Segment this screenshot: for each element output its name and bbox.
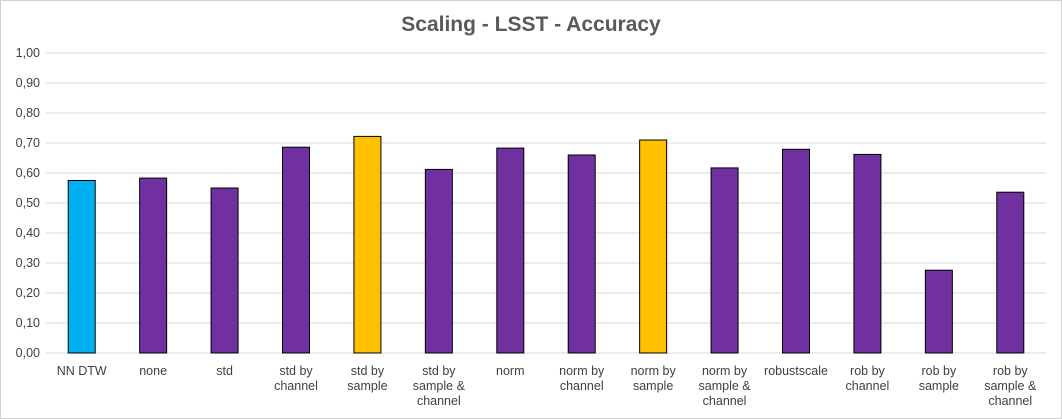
- x-category-label-line: channel: [988, 394, 1032, 408]
- x-category-label-line: NN DTW: [57, 364, 107, 378]
- x-category-label-line: sample: [919, 379, 959, 393]
- gridlines: [46, 52, 1046, 354]
- x-category-label: NN DTW: [57, 364, 107, 378]
- x-category-label-line: norm by: [631, 364, 677, 378]
- x-category-label-line: none: [139, 364, 167, 378]
- x-category-label-line: sample &: [984, 379, 1037, 393]
- x-category-label-line: norm by: [559, 364, 605, 378]
- x-category-label: robustscale: [764, 364, 828, 378]
- x-category-label: rob by channel: [846, 364, 890, 393]
- x-category-label-line: std by: [422, 364, 456, 378]
- bar: [424, 168, 453, 354]
- bar: [782, 148, 810, 354]
- x-category-label-line: rob by: [921, 364, 956, 378]
- x-category-label: norm by sample: [631, 364, 677, 393]
- y-tick-label: 0,40: [16, 226, 40, 240]
- y-tick-label: 1,00: [16, 46, 40, 60]
- x-category-label-line: channel: [274, 379, 318, 393]
- bar: [996, 191, 1025, 354]
- x-category-label-line: sample: [633, 379, 673, 393]
- x-category-label-line: sample: [347, 379, 387, 393]
- y-tick-label: 0,30: [16, 256, 40, 270]
- x-category-label: rob by sample: [919, 364, 959, 393]
- y-axis-tick-labels: 0,00 0,10 0,20 0,30 0,40 0,50 0,60 0,70 0,80 0,90…: [16, 46, 40, 360]
- x-category-label: std by sample & channel: [413, 364, 466, 408]
- y-tick-label: 0,00: [16, 346, 40, 360]
- x-category-label-line: sample &: [413, 379, 466, 393]
- chart-title: Scaling - LSST - Accuracy: [401, 13, 661, 36]
- y-tick-label: 0,20: [16, 286, 40, 300]
- y-tick-label: 0,10: [16, 316, 40, 330]
- bar: [924, 269, 953, 354]
- bar: [639, 139, 668, 354]
- x-category-label-line: std by: [351, 364, 385, 378]
- bar: [710, 167, 739, 354]
- x-category-label: std by channel: [274, 364, 318, 393]
- bar: [353, 135, 382, 354]
- x-category-label: norm: [496, 364, 524, 378]
- x-category-label: none: [139, 364, 167, 378]
- x-category-label: std: [216, 364, 233, 378]
- y-tick-label: 0,50: [16, 196, 40, 210]
- x-category-label-line: std by: [279, 364, 313, 378]
- x-category-label: rob by sample & channel: [984, 364, 1037, 408]
- x-category-label-line: channel: [846, 379, 890, 393]
- x-category-label-line: sample &: [699, 379, 752, 393]
- bar: [853, 153, 882, 354]
- x-category-label-line: robustscale: [764, 364, 828, 378]
- bar: [496, 147, 525, 354]
- bar: [567, 154, 596, 354]
- x-category-label: norm by sample & channel: [699, 364, 752, 408]
- x-category-label-line: rob by: [850, 364, 885, 378]
- bar: [67, 180, 96, 354]
- bars: [67, 135, 1025, 354]
- bar: [139, 177, 168, 354]
- x-category-label-line: channel: [560, 379, 604, 393]
- x-category-label-line: channel: [703, 394, 747, 408]
- x-category-label-line: norm: [496, 364, 524, 378]
- x-category-label-line: std: [216, 364, 233, 378]
- x-category-label-line: rob by: [993, 364, 1028, 378]
- x-category-label-line: norm by: [702, 364, 748, 378]
- y-tick-label: 0,60: [16, 166, 40, 180]
- y-tick-label: 0,80: [16, 106, 40, 120]
- x-category-label: norm by channel: [559, 364, 605, 393]
- bar: [282, 146, 310, 354]
- y-tick-label: 0,70: [16, 136, 40, 150]
- y-tick-label: 0,90: [16, 76, 40, 90]
- x-category-label-line: channel: [417, 394, 461, 408]
- bar: [210, 187, 239, 354]
- x-category-label: std by sample: [347, 364, 387, 393]
